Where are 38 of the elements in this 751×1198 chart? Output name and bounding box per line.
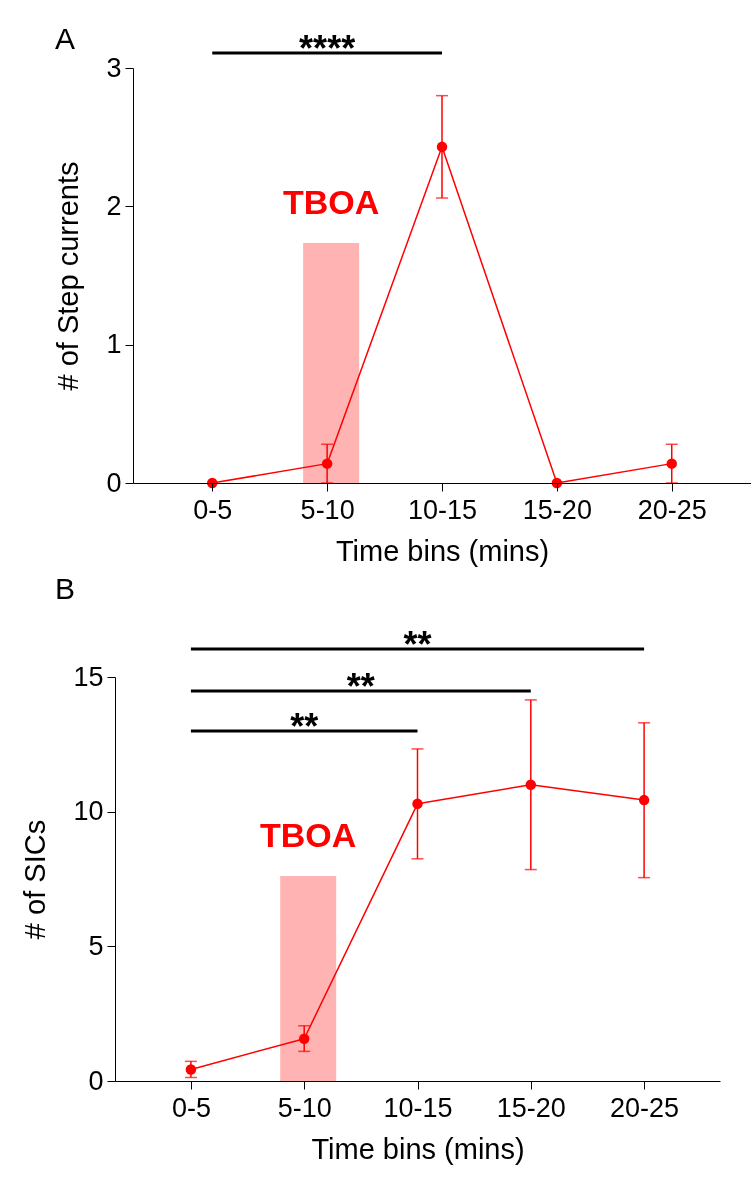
point	[638, 794, 650, 806]
point	[185, 1064, 197, 1075]
point	[436, 141, 448, 153]
x-tick-label: 5-10	[277, 1092, 332, 1123]
point	[525, 779, 537, 790]
x-tick-label: 20-25	[637, 494, 707, 525]
y-tick-label: 1	[106, 329, 122, 360]
point	[321, 458, 333, 469]
x-tick-label: 15-20	[496, 1092, 566, 1123]
x-tick-label: 20-25	[610, 1092, 680, 1123]
y-tick-label: 5	[88, 930, 104, 961]
y-axis-title: # of SICs	[19, 819, 52, 940]
y-tick-label: 2	[106, 190, 122, 221]
x-axis-title: Time bins (mins)	[311, 1132, 525, 1165]
x-tick-label: 15-20	[522, 494, 592, 525]
x-axis-title: Time bins (mins)	[335, 534, 550, 567]
y-tick-label: 15	[73, 661, 104, 692]
x-tick-label: 10-15	[407, 494, 478, 525]
x-tick-label: 5-10	[300, 494, 355, 525]
text: A	[55, 22, 76, 55]
y-tick-label: 0	[106, 467, 122, 498]
point	[298, 1033, 310, 1044]
x-tick-label: 0-5	[171, 1092, 211, 1123]
band-label: TBOA	[260, 816, 357, 854]
annotation: **	[346, 666, 375, 707]
point	[666, 458, 677, 469]
x-tick-label: 10-15	[383, 1092, 453, 1123]
point	[412, 798, 423, 810]
text: B	[55, 572, 76, 605]
annotation: ****	[299, 28, 356, 69]
text: **	[403, 624, 432, 665]
y-tick-label: 0	[88, 1065, 104, 1096]
y-axis-title: # of Step currents	[52, 161, 85, 391]
y-tick-label: 10	[73, 796, 104, 827]
annotation: **	[290, 706, 319, 747]
x-tick-label: 0-5	[193, 494, 233, 525]
y-tick-label: 3	[106, 52, 122, 83]
band-label: TBOA	[282, 183, 380, 221]
